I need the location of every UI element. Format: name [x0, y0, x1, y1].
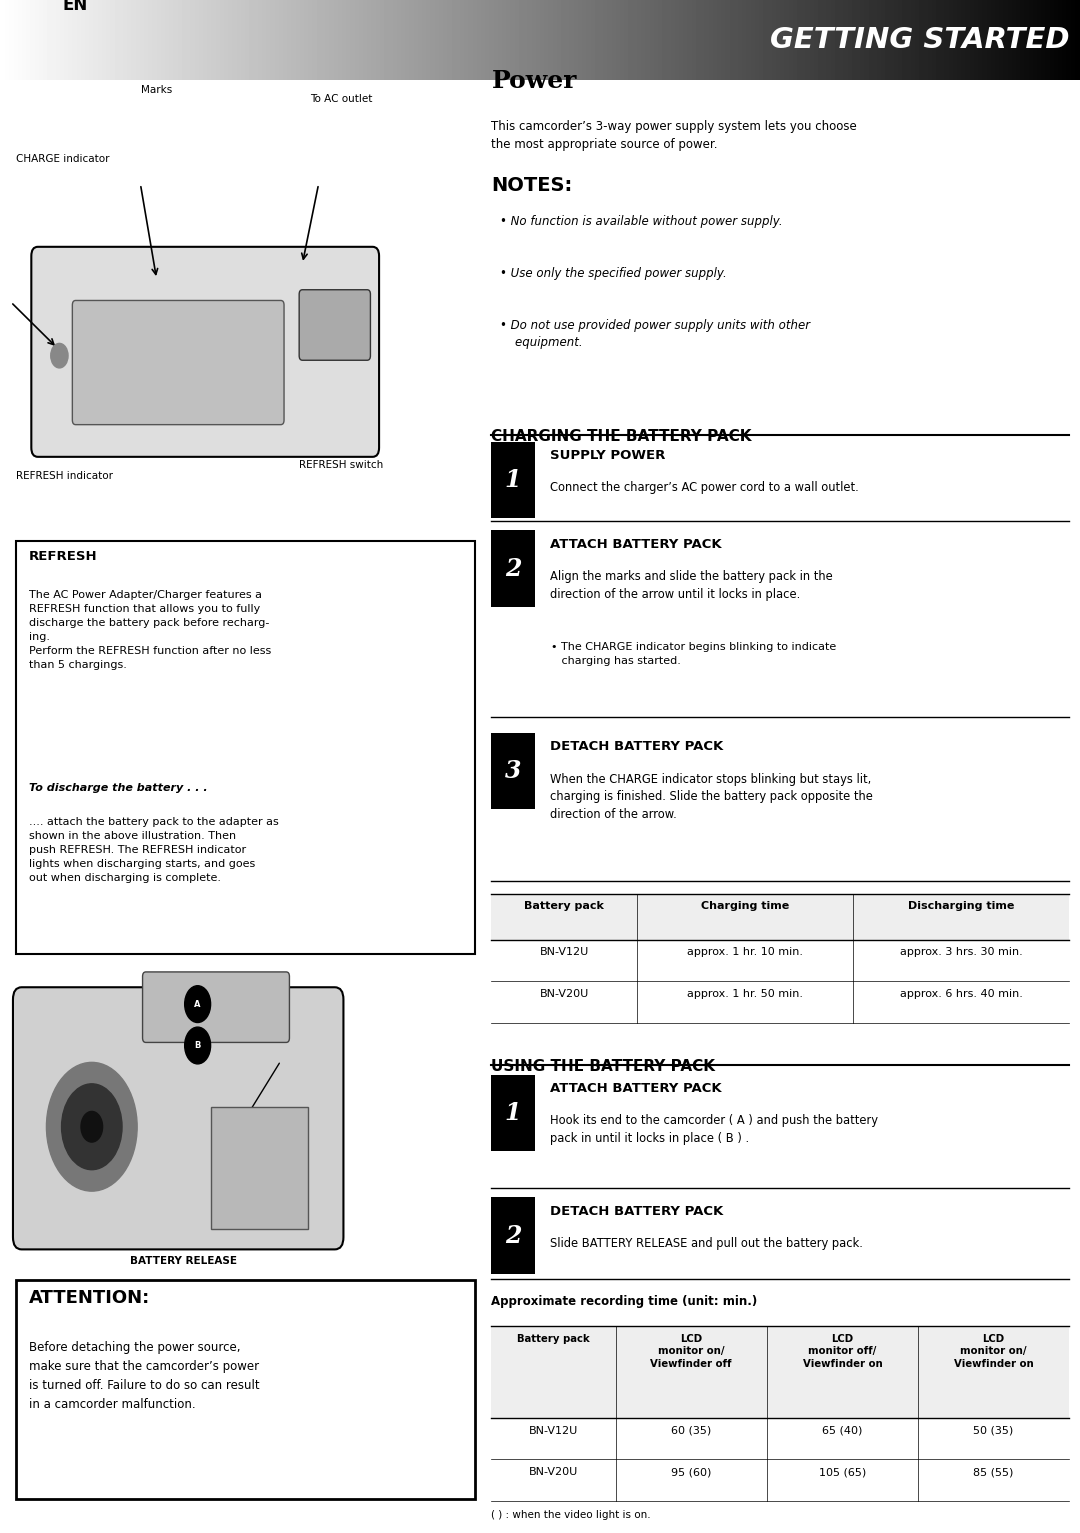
FancyBboxPatch shape: [143, 972, 289, 1042]
Circle shape: [185, 986, 211, 1023]
Text: This camcorder’s 3-way power supply system lets you choose
the most appropriate : This camcorder’s 3-way power supply syst…: [491, 120, 858, 150]
Bar: [211, 1107, 308, 1229]
Text: approx. 1 hr. 10 min.: approx. 1 hr. 10 min.: [687, 947, 804, 958]
Text: 95 (60): 95 (60): [671, 1467, 712, 1478]
Text: approx. 6 hrs. 40 min.: approx. 6 hrs. 40 min.: [900, 989, 1023, 1000]
Text: Charging time: Charging time: [701, 901, 789, 912]
FancyBboxPatch shape: [13, 987, 343, 1249]
Text: Slide BATTERY RELEASE and pull out the battery pack.: Slide BATTERY RELEASE and pull out the b…: [550, 1237, 863, 1249]
Text: ATTACH BATTERY PACK: ATTACH BATTERY PACK: [550, 538, 721, 550]
Text: 1: 1: [504, 468, 522, 492]
Text: EN: EN: [63, 0, 87, 14]
Text: 85 (55): 85 (55): [973, 1467, 1014, 1478]
Circle shape: [81, 1111, 103, 1142]
Text: Hook its end to the camcorder ( A ) and push the battery
pack in until it locks : Hook its end to the camcorder ( A ) and …: [550, 1114, 878, 1145]
Text: 105 (65): 105 (65): [819, 1467, 866, 1478]
Text: • No function is available without power supply.: • No function is available without power…: [500, 215, 783, 227]
Text: Discharging time: Discharging time: [908, 901, 1014, 912]
Text: A: A: [194, 1000, 201, 1009]
Text: REFRESH switch: REFRESH switch: [299, 460, 383, 471]
Text: Battery pack: Battery pack: [525, 901, 604, 912]
FancyBboxPatch shape: [31, 247, 379, 457]
Text: ATTACH BATTERY PACK: ATTACH BATTERY PACK: [550, 1082, 721, 1095]
Text: 60 (35): 60 (35): [671, 1426, 712, 1436]
Text: SUPPLY POWER: SUPPLY POWER: [550, 449, 665, 461]
Text: LCD
monitor on/
Viewfinder off: LCD monitor on/ Viewfinder off: [650, 1334, 732, 1369]
Text: BN-V12U: BN-V12U: [540, 947, 589, 958]
Text: .... attach the battery pack to the adapter as
shown in the above illustration. : .... attach the battery pack to the adap…: [29, 817, 279, 883]
Text: 1: 1: [504, 1101, 522, 1125]
Circle shape: [51, 343, 68, 368]
Text: 65 (40): 65 (40): [822, 1426, 863, 1436]
Text: Connect the charger’s AC power cord to a wall outlet.: Connect the charger’s AC power cord to a…: [550, 481, 859, 494]
Circle shape: [46, 1062, 137, 1191]
Text: ( ) : when the video light is on.: ( ) : when the video light is on.: [491, 1510, 651, 1521]
Bar: [491, 894, 1069, 940]
Text: 50 (35): 50 (35): [973, 1426, 1014, 1436]
FancyBboxPatch shape: [16, 541, 475, 954]
Text: DETACH BATTERY PACK: DETACH BATTERY PACK: [550, 1205, 723, 1217]
Text: BATTERY RELEASE: BATTERY RELEASE: [130, 1256, 238, 1266]
Text: To AC outlet: To AC outlet: [310, 94, 373, 104]
Circle shape: [185, 1027, 211, 1064]
Text: 3: 3: [504, 759, 522, 783]
Text: When the CHARGE indicator stops blinking but stays lit,
charging is finished. Sl: When the CHARGE indicator stops blinking…: [550, 773, 873, 820]
Text: approx. 1 hr. 50 min.: approx. 1 hr. 50 min.: [687, 989, 804, 1000]
Bar: [491, 1075, 535, 1151]
Text: Marks: Marks: [141, 84, 172, 95]
Text: • Use only the specified power supply.: • Use only the specified power supply.: [500, 267, 727, 279]
Text: GETTING STARTED: GETTING STARTED: [770, 26, 1069, 54]
Text: CHARGING THE BATTERY PACK: CHARGING THE BATTERY PACK: [491, 429, 752, 445]
Text: Align the marks and slide the battery pack in the
direction of the arrow until i: Align the marks and slide the battery pa…: [550, 570, 833, 601]
FancyBboxPatch shape: [299, 290, 370, 360]
Text: LCD
monitor off/
Viewfinder on: LCD monitor off/ Viewfinder on: [802, 1334, 882, 1369]
Text: 2: 2: [504, 1223, 522, 1248]
Text: Before detaching the power source,
make sure that the camcorder’s power
is turne: Before detaching the power source, make …: [29, 1341, 260, 1412]
Text: The AC Power Adapter/Charger features a
REFRESH function that allows you to full: The AC Power Adapter/Charger features a …: [29, 590, 271, 670]
Text: approx. 3 hrs. 30 min.: approx. 3 hrs. 30 min.: [900, 947, 1023, 958]
Text: BN-V12U: BN-V12U: [529, 1426, 578, 1436]
Bar: [491, 530, 535, 607]
Text: REFRESH: REFRESH: [29, 550, 98, 563]
Text: • Do not use provided power supply units with other
    equipment.: • Do not use provided power supply units…: [500, 319, 810, 350]
Text: USING THE BATTERY PACK: USING THE BATTERY PACK: [491, 1059, 715, 1075]
Text: 2: 2: [504, 556, 522, 581]
Text: BN-V20U: BN-V20U: [529, 1467, 578, 1478]
FancyBboxPatch shape: [16, 1280, 475, 1499]
Text: To discharge the battery . . .: To discharge the battery . . .: [29, 783, 207, 794]
Text: Battery pack: Battery pack: [517, 1334, 590, 1344]
Text: NOTES:: NOTES:: [491, 176, 572, 195]
Bar: [491, 733, 535, 809]
Text: CHARGE indicator: CHARGE indicator: [16, 153, 110, 164]
Circle shape: [62, 1084, 122, 1170]
Text: • The CHARGE indicator begins blinking to indicate
   charging has started.: • The CHARGE indicator begins blinking t…: [551, 642, 836, 665]
Text: B: B: [194, 1041, 201, 1050]
Text: Power: Power: [491, 69, 577, 94]
Bar: [491, 1326, 1069, 1418]
Bar: [491, 442, 535, 518]
Text: REFRESH indicator: REFRESH indicator: [16, 471, 113, 481]
Text: BN-V20U: BN-V20U: [540, 989, 589, 1000]
Text: Push in.: Push in.: [216, 1032, 260, 1041]
Text: 4: 4: [13, 0, 54, 9]
Text: Approximate recording time (unit: min.): Approximate recording time (unit: min.): [491, 1295, 758, 1308]
Text: ATTENTION:: ATTENTION:: [29, 1289, 150, 1308]
Text: DETACH BATTERY PACK: DETACH BATTERY PACK: [550, 740, 723, 753]
Bar: [491, 1197, 535, 1274]
Text: Hook on.: Hook on.: [216, 990, 266, 1000]
FancyBboxPatch shape: [72, 300, 284, 425]
Text: LCD
monitor on/
Viewfinder on: LCD monitor on/ Viewfinder on: [954, 1334, 1034, 1369]
